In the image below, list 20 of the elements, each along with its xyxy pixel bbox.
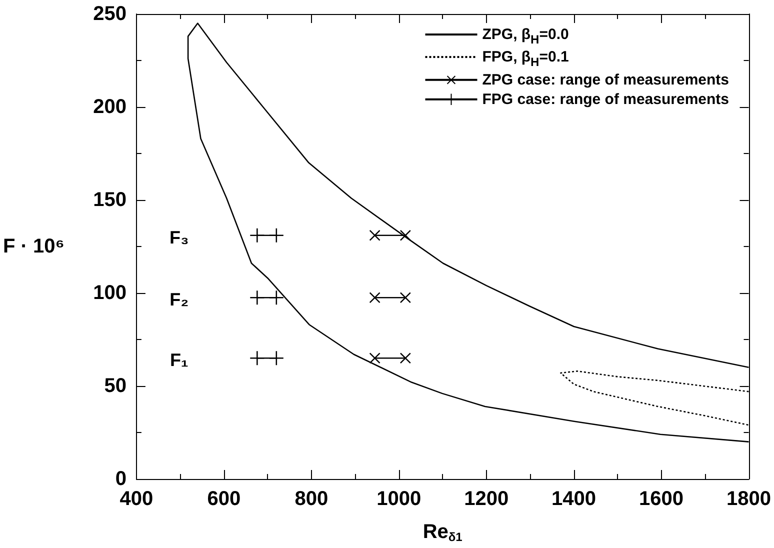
legend-label: FPG case: range of measurements bbox=[482, 90, 730, 108]
x-tick-label: 600 bbox=[207, 488, 241, 510]
y-tick-label: 100 bbox=[93, 282, 126, 304]
x-tick-label: 800 bbox=[294, 488, 328, 510]
x-tick-label: 1800 bbox=[726, 488, 772, 510]
annotation: F₂ bbox=[170, 290, 189, 310]
y-axis-title: F · 10⁶ bbox=[2, 236, 64, 258]
x-tick-label: 1200 bbox=[464, 488, 509, 510]
y-tick-label: 0 bbox=[115, 468, 126, 490]
x-tick-label: 1000 bbox=[376, 488, 422, 510]
y-tick-label: 50 bbox=[104, 375, 126, 397]
x-tick-label: 1400 bbox=[552, 488, 596, 510]
legend-label: ZPG case: range of measurements bbox=[482, 71, 730, 88]
y-tick-label: 250 bbox=[93, 3, 126, 25]
x-tick-label: 1600 bbox=[639, 488, 684, 510]
y-tick-label: 150 bbox=[93, 189, 126, 211]
x-tick-label: 400 bbox=[120, 488, 154, 510]
y-tick-label: 200 bbox=[93, 96, 126, 118]
annotation: F₃ bbox=[169, 227, 189, 248]
annotation: F₁ bbox=[170, 350, 188, 370]
